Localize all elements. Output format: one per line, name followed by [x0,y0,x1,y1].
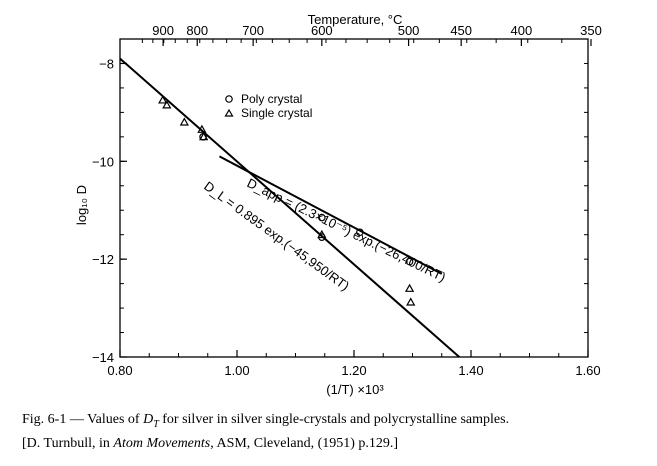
diffusion-chart: 900 800 700 600 500 450 400 350 0.80 1.00 1.20 1.4… [74,12,602,397]
legend-circle-icon [225,95,233,103]
x-tick-label: 1.20 [341,363,366,378]
poly-crystal-point [318,213,326,222]
legend: Poly crystal Single crystal [224,92,312,120]
top-tick-label: 400 [511,23,533,38]
top-tick-label: 700 [242,23,264,38]
top-tick-label: 900 [152,23,174,38]
x-axis: 0.80 1.00 1.20 1.40 1.60 [107,350,601,378]
top-tick-label: 350 [580,23,602,38]
single-crystal-point [404,283,415,292]
x-tick-label: 1.40 [458,363,483,378]
single-crystal-point [158,95,168,104]
fit-line-1 [218,155,443,275]
plot-frame [119,38,589,358]
x-tick-label: 1.60 [575,363,600,378]
figure-caption: Fig. 6-1 — Values of DT for silver in si… [22,410,652,453]
single-crystal-point [317,229,327,239]
data-markers [158,95,416,306]
single-crystal-point [406,297,416,306]
y-axis-title: log₁₀ D [74,185,89,225]
single-crystal-point [199,132,209,141]
legend-label-poly: Poly crystal [241,92,302,106]
y-tick-label: −12 [92,252,114,267]
y-axis: −8 −10 −12 −14 [92,38,588,365]
top-tick-label: 450 [450,23,472,38]
top-temperature-axis: 900 800 700 600 500 450 400 350 [141,23,602,46]
caption-suffix: for silver in silver single-crystals and… [158,412,510,427]
plot-border [119,38,589,358]
legend-triangle-icon [224,108,234,117]
caption-line-2: [D. Turnbull, in Atom Movements, ASM, Cl… [22,434,652,453]
single-crystal-point [197,124,207,133]
x-tick-label: 0.80 [107,363,132,378]
caption-prefix: Fig. 6-1 — Values of [22,412,144,427]
top-tick-label: 500 [398,23,420,38]
poly-crystal-point [405,257,414,266]
legend-label-single: Single crystal [241,106,312,120]
caption-citation-title: Atom Movements [113,435,211,451]
fit-line-0 [119,57,460,358]
single-crystal-point [179,117,189,126]
single-crystal-point [162,100,172,109]
top-tick-label: 600 [311,23,333,38]
caption-subscript: T [153,418,159,430]
x-axis-title: (1/T) ×10³ [326,382,384,397]
caption-line-1: Fig. 6-1 — Values of DT for silver in si… [22,410,652,434]
caption-citation-suffix: , ASM, Cleveland, (1951) p.129.] [210,435,399,451]
y-tick-label: −14 [92,350,114,365]
y-tick-label: −8 [99,56,114,71]
x-tick-label: 1.00 [224,363,249,378]
caption-symbol: D [143,412,154,427]
fit-lines [119,57,460,358]
top-tick-label: 800 [186,23,208,38]
top-axis-title: Temperature, °C [308,12,403,27]
y-tick-label: −10 [92,154,114,169]
caption-citation-prefix: [D. Turnbull, in [22,435,114,451]
poly-crystal-point [356,228,364,237]
